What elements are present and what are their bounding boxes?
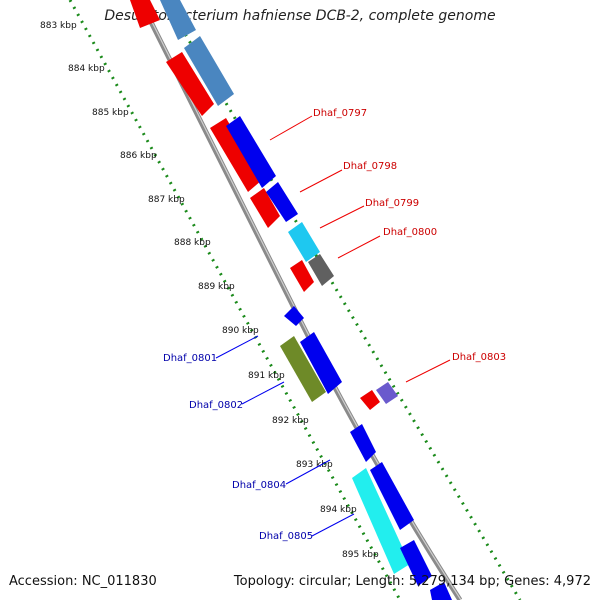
gene-box[interactable] (210, 118, 262, 192)
kbp-label: 893 kbp (296, 460, 333, 470)
kbp-label: 884 kbp (68, 64, 105, 74)
label-leader (405, 359, 451, 383)
kbp-label: 888 kbp (174, 238, 211, 248)
gene-label-dhaf-0801[interactable]: Dhaf_0801 (163, 353, 217, 364)
gene-features (130, 0, 452, 600)
gene-box[interactable] (430, 582, 452, 600)
genome-summary-text: Topology: circular; Length: 5,279,134 bp… (233, 574, 591, 589)
kbp-label: 887 kbp (148, 195, 185, 205)
gene-box[interactable] (370, 462, 414, 530)
gene-box[interactable] (160, 0, 196, 40)
gene-box[interactable] (308, 254, 334, 286)
gene-box[interactable] (280, 336, 326, 402)
label-leader (285, 459, 331, 485)
gene-label-dhaf-0804[interactable]: Dhaf_0804 (232, 480, 286, 491)
gene-label-dhaf-0800[interactable]: Dhaf_0800 (383, 227, 437, 238)
gene-label-dhaf-0803[interactable]: Dhaf_0803 (452, 352, 506, 363)
gene-label-dhaf-0799[interactable]: Dhaf_0799 (365, 198, 419, 209)
gene-box[interactable] (290, 260, 314, 292)
gene-label-dhaf-0797[interactable]: Dhaf_0797 (313, 108, 367, 119)
accession-text: Accession: NC_011830 (9, 574, 157, 589)
gene-box[interactable] (284, 306, 304, 326)
kbp-label: 885 kbp (92, 108, 129, 118)
gene-box[interactable] (400, 540, 432, 586)
gene-label-dhaf-0805[interactable]: Dhaf_0805 (259, 531, 313, 542)
gene-box[interactable] (352, 468, 410, 574)
gene-box[interactable] (360, 390, 380, 410)
gene-box[interactable] (184, 36, 234, 106)
gene-label-dhaf-0798[interactable]: Dhaf_0798 (343, 161, 397, 172)
gene-box[interactable] (226, 116, 276, 188)
label-leader (241, 381, 285, 405)
label-leader (311, 513, 355, 537)
gene-box[interactable] (350, 424, 376, 462)
kbp-label: 892 kbp (272, 416, 309, 426)
gene-box[interactable] (250, 188, 280, 228)
gene-labels-right: Dhaf_0797 Dhaf_0798 Dhaf_0799 Dhaf_0800 … (269, 108, 506, 383)
label-leader (319, 205, 365, 229)
label-leader (337, 235, 381, 259)
gene-labels-left: Dhaf_0801 Dhaf_0802 Dhaf_0804 Dhaf_0805 (163, 335, 355, 542)
label-leader (299, 169, 343, 193)
label-leader (215, 335, 259, 359)
kbp-label: 883 kbp (40, 21, 77, 31)
gene-box[interactable] (266, 182, 298, 222)
kbp-label: 890 kbp (222, 326, 259, 336)
gene-box[interactable] (300, 332, 342, 394)
kbp-label: 895 kbp (342, 550, 379, 560)
genome-title: Desulfitobacterium hafniense DCB-2, comp… (104, 8, 496, 24)
gene-label-dhaf-0802[interactable]: Dhaf_0802 (189, 400, 243, 411)
kbp-label: 886 kbp (120, 151, 157, 161)
gene-box[interactable] (376, 382, 398, 404)
gene-box[interactable] (288, 222, 320, 262)
kbp-label: 889 kbp (198, 282, 235, 292)
gene-box[interactable] (130, 0, 160, 28)
label-leader (269, 115, 313, 141)
kbp-label: 891 kbp (248, 371, 285, 381)
gene-box[interactable] (166, 52, 214, 116)
kbp-labels: 883 kbp 884 kbp 885 kbp 886 kbp 887 kbp … (40, 21, 379, 560)
kbp-label: 894 kbp (320, 505, 357, 515)
